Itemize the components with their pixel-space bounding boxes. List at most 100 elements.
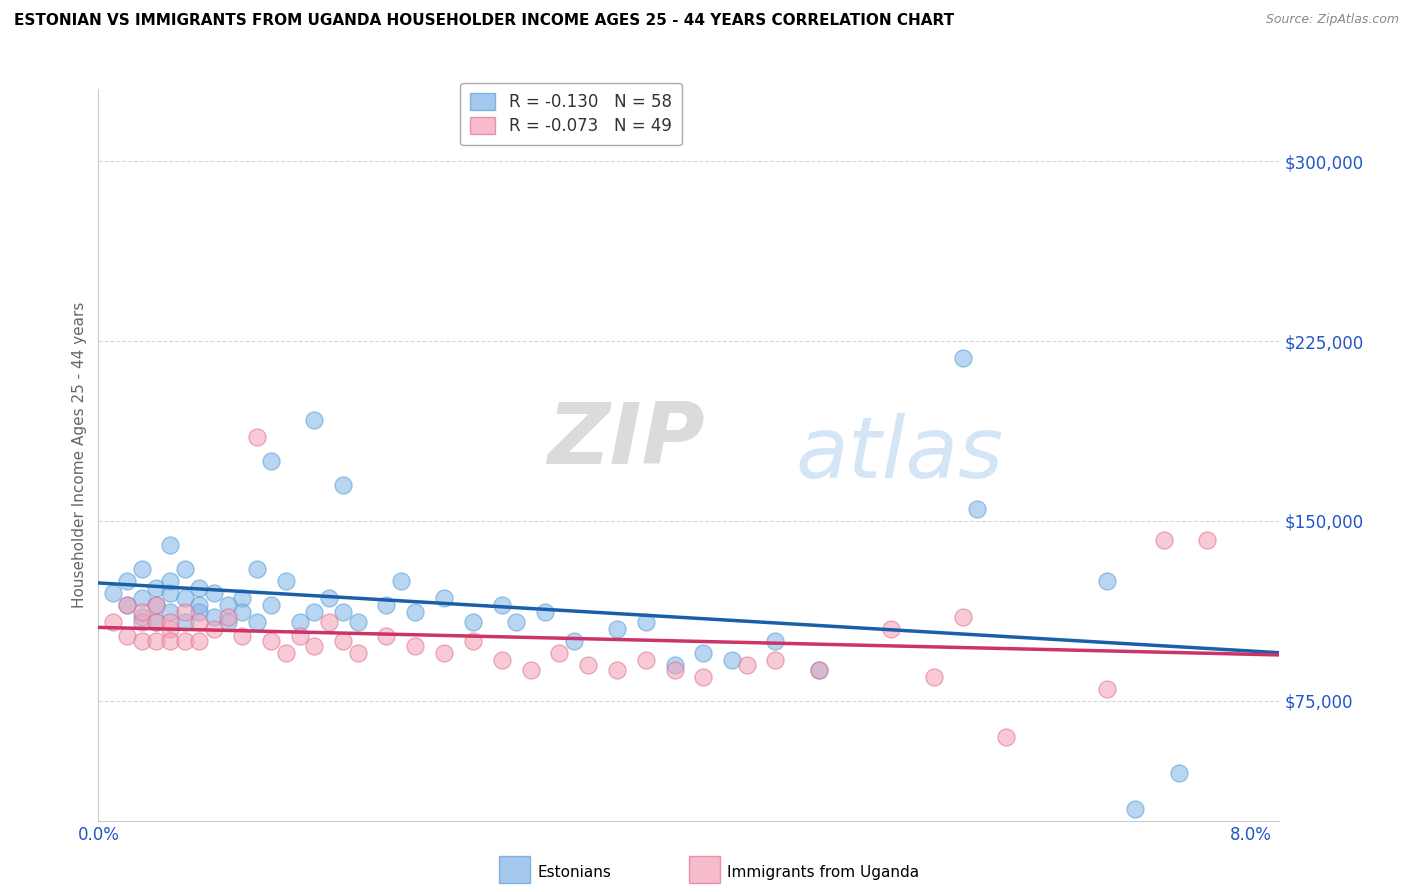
Point <box>461 615 484 629</box>
Point <box>1095 681 1118 696</box>
Point <box>763 633 786 648</box>
Point <box>548 646 571 660</box>
Point <box>159 538 181 552</box>
Point <box>562 633 585 648</box>
Point <box>318 591 340 605</box>
Point <box>606 663 628 677</box>
Point <box>491 653 513 667</box>
Point <box>332 478 354 492</box>
Point <box>994 730 1017 744</box>
Point <box>202 609 225 624</box>
Point <box>131 633 153 648</box>
Point <box>922 670 945 684</box>
Point <box>721 653 744 667</box>
Point <box>145 633 167 648</box>
Point <box>274 646 297 660</box>
Point <box>173 591 195 605</box>
Point <box>433 646 456 660</box>
Point <box>145 615 167 629</box>
Point <box>115 574 138 588</box>
Point <box>188 615 211 629</box>
Point <box>346 615 368 629</box>
Point <box>634 653 657 667</box>
Point <box>131 591 153 605</box>
Point <box>534 605 557 619</box>
Point <box>879 622 901 636</box>
Point <box>246 562 269 576</box>
Point <box>606 622 628 636</box>
Point <box>101 615 124 629</box>
Point <box>304 605 326 619</box>
Point <box>159 574 181 588</box>
Point <box>188 605 211 619</box>
Point <box>217 615 239 629</box>
Point <box>217 598 239 612</box>
Point <box>966 501 988 516</box>
Point <box>246 615 269 629</box>
Point <box>288 629 311 643</box>
Point <box>505 615 527 629</box>
Y-axis label: Householder Income Ages 25 - 44 years: Householder Income Ages 25 - 44 years <box>72 301 87 608</box>
Point <box>491 598 513 612</box>
Text: ZIP: ZIP <box>547 399 704 482</box>
Point <box>763 653 786 667</box>
Point <box>389 574 412 588</box>
Point <box>145 598 167 612</box>
Point <box>145 615 167 629</box>
Point <box>159 633 181 648</box>
Point <box>318 615 340 629</box>
Point <box>519 663 541 677</box>
Point <box>159 605 181 619</box>
Point <box>260 633 283 648</box>
Point <box>288 615 311 629</box>
Point <box>346 646 368 660</box>
Point <box>188 581 211 595</box>
Text: Source: ZipAtlas.com: Source: ZipAtlas.com <box>1265 13 1399 27</box>
Point <box>101 586 124 600</box>
Point <box>131 562 153 576</box>
Point <box>1197 533 1219 547</box>
Text: ESTONIAN VS IMMIGRANTS FROM UGANDA HOUSEHOLDER INCOME AGES 25 - 44 YEARS CORRELA: ESTONIAN VS IMMIGRANTS FROM UGANDA HOUSE… <box>14 13 955 29</box>
Point <box>188 598 211 612</box>
Point <box>1153 533 1175 547</box>
Point <box>145 598 167 612</box>
Point <box>664 657 686 672</box>
Point <box>1125 802 1147 816</box>
Point <box>173 633 195 648</box>
Point <box>159 586 181 600</box>
Point <box>260 598 283 612</box>
Point <box>807 663 830 677</box>
Text: Immigrants from Uganda: Immigrants from Uganda <box>727 865 920 880</box>
Point <box>115 598 138 612</box>
Point <box>1095 574 1118 588</box>
Point <box>173 615 195 629</box>
Point <box>807 663 830 677</box>
Point <box>173 605 195 619</box>
Point <box>375 629 398 643</box>
Point <box>461 633 484 648</box>
Point <box>202 586 225 600</box>
Point <box>131 605 153 619</box>
Point <box>217 609 239 624</box>
Point <box>159 622 181 636</box>
Point <box>375 598 398 612</box>
Point <box>692 646 714 660</box>
Point <box>664 663 686 677</box>
Point <box>332 633 354 648</box>
Point <box>332 605 354 619</box>
Point <box>952 609 974 624</box>
Point <box>260 454 283 468</box>
Point <box>1167 765 1189 780</box>
Point <box>692 670 714 684</box>
Point <box>433 591 456 605</box>
Point <box>131 609 153 624</box>
Point <box>304 413 326 427</box>
Point <box>634 615 657 629</box>
Point <box>231 605 253 619</box>
Point <box>202 622 225 636</box>
Point <box>115 598 138 612</box>
Point <box>173 562 195 576</box>
Legend: R = -0.130   N = 58, R = -0.073   N = 49: R = -0.130 N = 58, R = -0.073 N = 49 <box>460 83 682 145</box>
Point <box>131 615 153 629</box>
Point <box>304 639 326 653</box>
